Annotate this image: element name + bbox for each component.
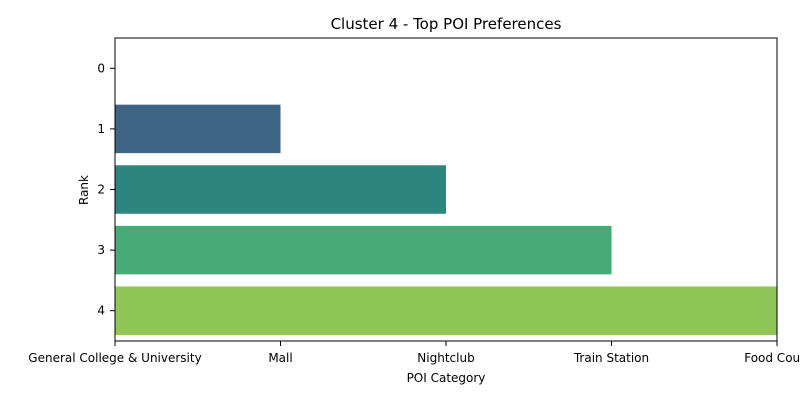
y-tick-label: 3 bbox=[97, 243, 105, 257]
x-axis-label: POI Category bbox=[407, 371, 486, 385]
x-tick-label: General College & University bbox=[28, 351, 201, 365]
x-axis-ticks: General College & University Mall Nightclu… bbox=[28, 341, 800, 365]
y-tick-label: 4 bbox=[97, 304, 105, 318]
bars-layer bbox=[115, 104, 777, 335]
bar-rank-4 bbox=[115, 286, 777, 335]
y-axis-ticks: 0 1 2 3 4 bbox=[97, 61, 115, 318]
bar-rank-2 bbox=[115, 165, 446, 214]
y-tick-label: 0 bbox=[97, 61, 105, 75]
x-tick-label: Food Court bbox=[744, 351, 800, 365]
chart-title: Cluster 4 - Top POI Preferences bbox=[331, 15, 562, 33]
x-tick-label: Nightclub bbox=[417, 351, 474, 365]
bar-rank-1 bbox=[115, 104, 281, 154]
y-axis-label: Rank bbox=[77, 175, 91, 205]
x-tick-label: Mall bbox=[268, 351, 292, 365]
y-tick-label: 2 bbox=[97, 183, 105, 197]
x-tick-label: Train Station bbox=[573, 351, 649, 365]
bar-rank-3 bbox=[115, 225, 612, 275]
y-tick-label: 1 bbox=[97, 122, 105, 136]
